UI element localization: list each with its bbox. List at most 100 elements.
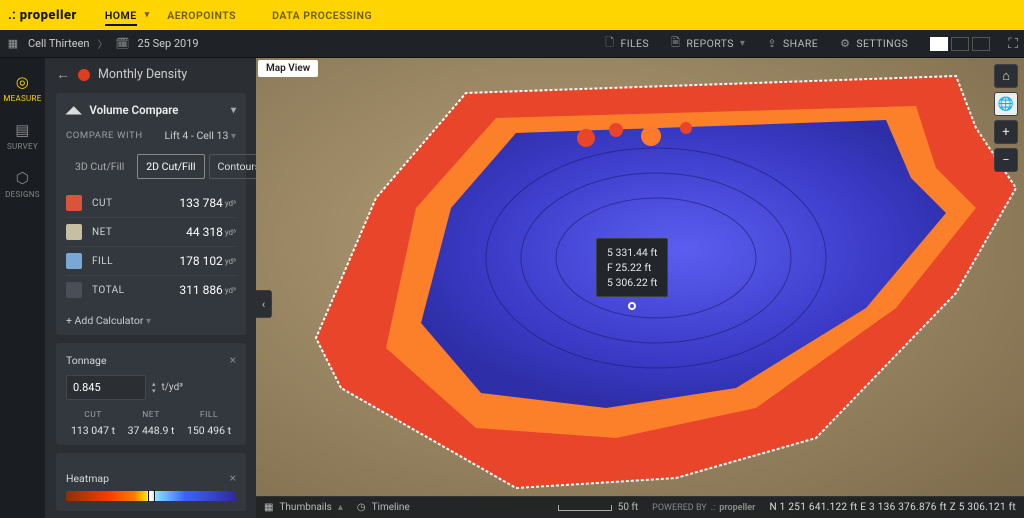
rail-designs[interactable]: ⬡ DESIGNS (0, 160, 46, 208)
compare-with-value: Lift 4 - Cell 13 (165, 129, 229, 142)
home-view-button[interactable]: ⌂ (994, 64, 1018, 88)
thumbnails-caret-icon: ▴ (338, 502, 343, 513)
breadcrumb-project[interactable]: Cell Thirteen (28, 37, 90, 50)
row-net: NET 44 318 yd³ (66, 217, 236, 246)
rail-designs-label: DESIGNS (5, 190, 40, 199)
thumbnails-icon: ▦ (264, 502, 273, 513)
reports-caret-icon: ▾ (740, 38, 745, 49)
reports-button[interactable]: 🗎REPORTS ▾ (665, 30, 751, 57)
add-calculator-button[interactable]: + Add Calculator ▾ (66, 314, 236, 327)
compare-with-select[interactable]: Lift 4 - Cell 13 ▾ (165, 129, 236, 142)
nav-aeropoints[interactable]: AEROPOINTS (149, 0, 254, 30)
swatch-fill (66, 253, 82, 269)
collapse-panel-button[interactable]: ‹ (256, 290, 272, 318)
seg-2d-cutfill[interactable]: 2D Cut/Fill (137, 154, 204, 179)
heatmap-gradient[interactable] (66, 491, 236, 501)
tonnage-fill-value: 150 496 t (182, 424, 236, 437)
layout-split-v-icon[interactable] (951, 37, 969, 51)
nav-data-processing[interactable]: DATA PROCESSING (254, 0, 390, 30)
map-canvas[interactable]: Map View ‹ 5 331.44 ft F 25.22 ft 5 306.… (256, 58, 1024, 518)
step-down-icon[interactable]: ▾ (152, 388, 156, 395)
chevron-right-icon[interactable]: 〉 (98, 36, 108, 51)
brand-dots-icon: .: (8, 7, 16, 23)
designs-icon: ⬡ (16, 169, 29, 187)
share-button[interactable]: ⇪SHARE (761, 33, 824, 54)
tonnage-net-label: NET (124, 410, 178, 420)
tonnage-cut-value: 113 047 t (66, 424, 120, 437)
row-total-value: 311 886 (179, 283, 222, 297)
row-net-unit: yd³ (225, 228, 236, 237)
row-net-label: NET (92, 227, 186, 238)
view-layout-toggle[interactable] (930, 37, 990, 51)
nav-home[interactable]: HOME (87, 0, 155, 30)
scale-bar: 50 ft (558, 502, 638, 513)
row-fill-label: FILL (92, 256, 179, 267)
rail-survey-label: SURVEY (7, 142, 38, 151)
heatmap-close-icon[interactable]: × (230, 471, 236, 485)
swatch-net (66, 224, 82, 240)
layout-single-icon[interactable] (930, 37, 948, 51)
fullscreen-icon[interactable]: ⛶ (1008, 36, 1018, 52)
breadcrumb-date[interactable]: 25 Sep 2019 (138, 37, 199, 50)
row-fill-value: 178 102 (179, 254, 222, 268)
main-area: ◎ MEASURE ▤ SURVEY ⬡ DESIGNS ← Monthly D… (0, 58, 1024, 518)
row-total-unit: yd³ (225, 286, 236, 295)
rail-measure[interactable]: ◎ MEASURE (0, 64, 46, 112)
elevation-tooltip: 5 331.44 ft F 25.22 ft 5 306.22 ft (596, 238, 668, 297)
timeline-button[interactable]: ◷ Timeline (357, 502, 410, 513)
top-nav: HOME ▾ AEROPOINTS DATA PROCESSING (87, 0, 390, 30)
gradient-tick-right[interactable] (154, 490, 155, 502)
zoom-out-button[interactable]: − (994, 148, 1018, 172)
top-bar: .: propeller HOME ▾ AEROPOINTS DATA PROC… (0, 0, 1024, 30)
timeline-icon: ◷ (357, 502, 366, 513)
volume-caret-icon[interactable]: ▾ (231, 105, 236, 116)
back-arrow-icon[interactable]: ← (56, 66, 70, 83)
zoom-in-button[interactable]: + (994, 120, 1018, 144)
heatmap-title: Heatmap (66, 472, 109, 485)
tooltip-line3: 5 306.22 ft (607, 275, 657, 290)
tonnage-unit: t/yd³ (162, 382, 183, 393)
globe-button[interactable]: 🌐 (994, 92, 1018, 116)
tooltip-line1: 5 331.44 ft (607, 245, 657, 260)
settings-button[interactable]: ⚙SETTINGS (834, 33, 914, 54)
side-panel: ← Monthly Density ◢◣ Volume Compare ▾ CO… (46, 58, 256, 518)
row-cut-label: CUT (92, 198, 179, 209)
swatch-cut (66, 195, 82, 211)
compare-with-caret-icon: ▾ (231, 131, 236, 142)
cutfill-segment: 3D Cut/Fill 2D Cut/Fill Contours (66, 154, 236, 179)
coordinates-readout: N 1 251 641.122 ft E 3 136 376.876 ft Z … (769, 502, 1016, 513)
swatch-total (66, 282, 82, 298)
gear-icon: ⚙ (840, 37, 850, 50)
files-button[interactable]: 🗋FILES (599, 30, 655, 57)
heatmap-card: Heatmap × (56, 453, 246, 511)
project-icon: ▦ (6, 37, 20, 51)
tonnage-close-icon[interactable]: × (230, 353, 236, 367)
scale-label: 50 ft (618, 502, 638, 513)
tonnage-fill-label: FILL (182, 410, 236, 420)
survey-icon: ▤ (15, 121, 29, 139)
tonnage-title: Tonnage (66, 354, 107, 367)
rail-survey[interactable]: ▤ SURVEY (0, 112, 46, 160)
map-view-chip[interactable]: Map View (258, 60, 318, 77)
measure-icon: ◎ (16, 73, 29, 91)
row-fill-unit: yd³ (225, 257, 236, 266)
seg-contours[interactable]: Contours (209, 154, 257, 179)
seg-3d-cutfill[interactable]: 3D Cut/Fill (66, 154, 133, 179)
calendar-icon: 🗓 (116, 37, 130, 51)
powered-dots-icon: .: (711, 503, 716, 513)
powered-by: POWERED BY .: propeller (652, 503, 755, 513)
add-calc-caret-icon: ▾ (146, 316, 151, 327)
tooltip-line2: F 25.22 ft (607, 260, 657, 275)
scale-bar-icon (558, 505, 612, 511)
tonnage-net-value: 37 448.9 t (124, 424, 178, 437)
gradient-tick-left[interactable] (148, 490, 149, 502)
tonnage-net: NET 37 448.9 t (124, 410, 178, 437)
tonnage-input[interactable] (66, 375, 146, 400)
layout-split-h-icon[interactable] (972, 37, 990, 51)
files-icon: 🗋 (605, 34, 614, 53)
volume-compare-card: ◢◣ Volume Compare ▾ COMPARE WITH Lift 4 … (56, 93, 246, 335)
thumbnails-button[interactable]: ▦ Thumbnails ▴ (264, 502, 343, 513)
row-cut: CUT 133 784 yd³ (66, 189, 236, 217)
tonnage-stepper[interactable]: ▴▾ (152, 381, 156, 395)
powered-label: POWERED BY (652, 503, 707, 513)
